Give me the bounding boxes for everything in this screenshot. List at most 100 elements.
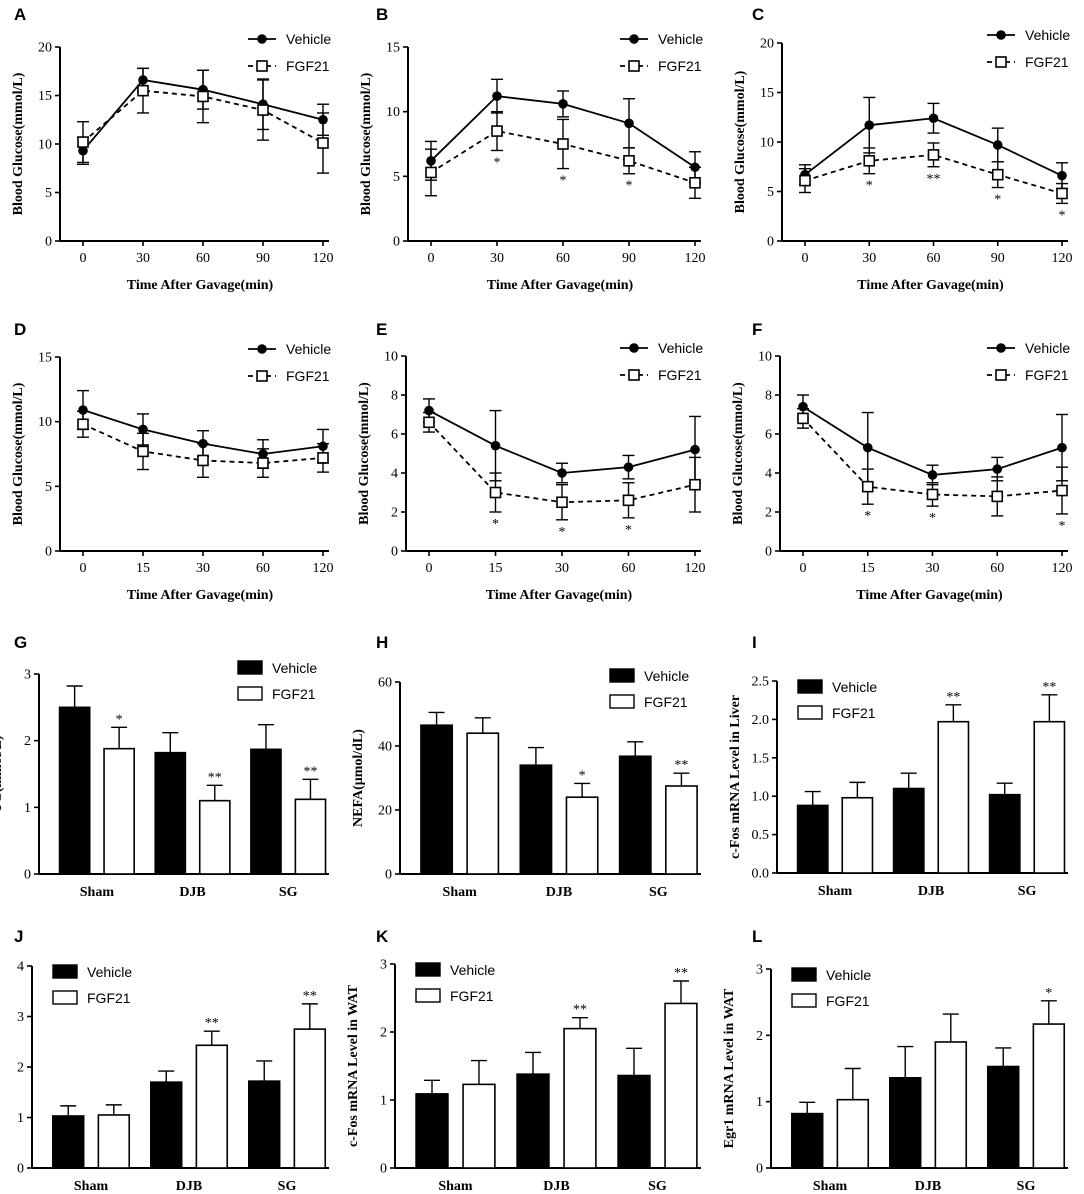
bar-fgf21-djb: [198, 799, 231, 875]
x-tick-label: Sham: [818, 884, 853, 899]
x-tick-label: 15: [136, 561, 150, 576]
legend-label: Vehicle: [272, 660, 317, 676]
data-point-vehicle: [1057, 170, 1067, 181]
significance-marker: *: [579, 768, 586, 783]
y-tick-label: 2: [765, 506, 772, 521]
panel-label: B: [376, 5, 388, 24]
x-tick-label: 30: [490, 251, 504, 266]
x-tick-label: DJB: [918, 884, 944, 899]
y-tick-label: 1: [756, 1095, 763, 1110]
x-tick-label: SG: [1018, 884, 1037, 899]
x-tick-label: Sham: [438, 1179, 473, 1194]
y-tick-label: 0.5: [752, 828, 770, 843]
legend-label: Vehicle: [826, 967, 871, 983]
significance-marker: *: [1059, 208, 1066, 223]
significance-marker: **: [573, 1003, 587, 1018]
significance-marker: *: [1059, 519, 1066, 534]
data-point-fgf21: [257, 457, 269, 469]
bar-fgf21-djb: [195, 1044, 229, 1169]
x-tick-label: DJB: [543, 1179, 569, 1194]
significance-marker: **: [208, 770, 222, 785]
bar-vehicle-sg: [986, 1065, 1020, 1169]
data-point-vehicle: [864, 120, 875, 130]
x-tick-label: DJB: [176, 1179, 202, 1194]
panel-label: E: [376, 320, 387, 339]
data-point-fgf21: [797, 412, 809, 425]
legend-label: FGF21: [832, 705, 876, 721]
x-tick-label: 60: [196, 251, 210, 266]
y-tick-label: 0: [767, 235, 774, 250]
bar-vehicle-sham: [58, 706, 91, 875]
significance-marker: **: [205, 1016, 219, 1031]
bar-fgf21-djb: [934, 1041, 968, 1169]
y-axis-label: Blood Glucose(mmol/L): [11, 72, 26, 215]
y-tick-label: 0: [45, 235, 52, 250]
x-tick-label: 120: [1052, 561, 1073, 576]
data-point-fgf21: [927, 149, 940, 161]
y-tick-label: 2: [17, 1061, 24, 1076]
legend-label: Vehicle: [286, 341, 331, 357]
y-tick-label: 2: [24, 734, 31, 749]
x-tick-label: 120: [313, 561, 334, 576]
y-tick-label: 0: [380, 1162, 387, 1177]
y-tick-label: 10: [38, 138, 52, 153]
data-point-fgf21: [137, 445, 149, 458]
data-point-vehicle: [490, 440, 501, 451]
x-tick-label: DJB: [179, 885, 205, 900]
data-point-vehicle: [557, 468, 567, 478]
y-tick-label: 1: [17, 1111, 24, 1126]
y-tick-label: 2: [756, 1029, 763, 1044]
legend-swatch: [797, 679, 823, 694]
legend-label: FGF21: [1025, 54, 1069, 70]
y-tick-label: 15: [38, 89, 52, 104]
data-point-fgf21: [317, 137, 329, 149]
panel-K: K 0 1 2 3 c-Fos mRNA Level in WAT Sham ** DJB ** S…: [346, 927, 701, 1194]
y-tick-label: 5: [393, 170, 400, 185]
y-tick-label: 0: [756, 1162, 763, 1177]
bar-fgf21-sg: [294, 798, 327, 875]
data-point-fgf21: [317, 452, 329, 464]
legend-swatch: [52, 990, 78, 1005]
significance-marker: **: [674, 758, 688, 773]
bar-vehicle-sham: [790, 1112, 824, 1169]
significance-marker: *: [116, 712, 123, 727]
y-tick-label: 0: [393, 235, 400, 250]
data-point-vehicle: [992, 140, 1003, 150]
panel-J: J01234Egr1 mRNA Level in LiverSham**DJB*…: [14, 927, 329, 1194]
panel-E: E 0 2 4 6 8 10 Blood Glucose(mmol/L) 0 15 30 60 120 T…: [357, 320, 706, 603]
panel-B: B 0 5 10 15 Blood Glucose(mmol/L) 0 30 60 90 120 Ti…: [359, 5, 706, 293]
y-axis-label: c-Fos mRNA Level in WAT: [346, 984, 361, 1147]
x-tick-label: 60: [622, 561, 636, 576]
y-tick-label: 10: [384, 350, 398, 365]
panel-F: F 0 2 4 6 8 10 Blood Glucose(mmol/L) 0 15 30 60 120 T…: [731, 320, 1073, 603]
legend-label: Vehicle: [644, 668, 689, 684]
data-point-fgf21: [1056, 484, 1068, 497]
legend-marker: [256, 60, 268, 72]
bar-vehicle-djb: [892, 787, 925, 874]
bar-vehicle-sham: [415, 1093, 449, 1169]
y-axis-label: Blood Glucose(mmol/L): [11, 382, 26, 525]
legend-label: FGF21: [286, 368, 330, 384]
bar-vehicle-sham: [796, 804, 829, 874]
significance-marker: *: [1045, 986, 1052, 1001]
legend-label: Vehicle: [832, 679, 877, 695]
panel-label: J: [14, 927, 23, 946]
y-tick-label: 15: [38, 351, 52, 366]
x-tick-label: Sham: [813, 1179, 848, 1194]
bar-fgf21-sg: [664, 1002, 698, 1169]
data-point-fgf21: [861, 480, 874, 493]
x-tick-label: 0: [80, 251, 87, 266]
significance-marker: *: [929, 511, 936, 526]
data-point-vehicle: [928, 113, 939, 124]
y-tick-label: 15: [386, 41, 400, 56]
legend-label: FGF21: [826, 993, 870, 1009]
data-point-fgf21: [1056, 187, 1068, 200]
x-tick-label: Sham: [80, 885, 115, 900]
y-axis-label: c-Fos mRNA Level in Liver: [728, 695, 743, 859]
bar-vehicle-sg: [618, 755, 652, 875]
data-point-fgf21: [557, 138, 569, 150]
data-point-vehicle: [624, 118, 634, 129]
data-point-vehicle: [138, 424, 148, 435]
data-point-fgf21: [77, 136, 89, 148]
